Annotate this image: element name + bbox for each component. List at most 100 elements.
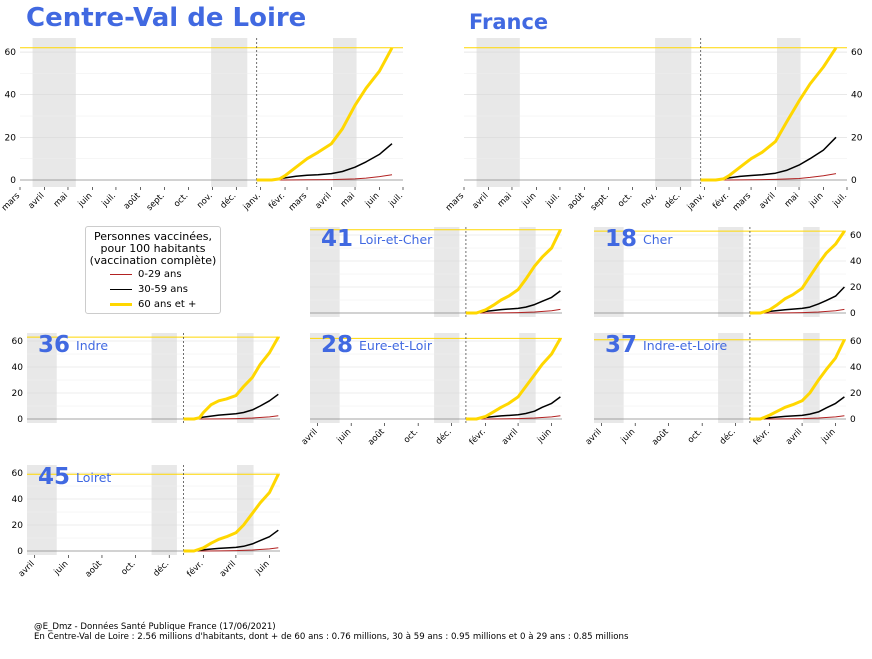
y-tick-label: 20: [851, 133, 863, 143]
legend-swatch-30-59: [110, 289, 132, 290]
x-tick-label: sept.: [589, 191, 611, 213]
lockdown-shade: [434, 227, 460, 317]
series-line-0-29: [465, 308, 561, 314]
lockdown-shade: [718, 227, 744, 317]
x-tick-label: juin: [807, 191, 826, 210]
x-tick-label: oct.: [402, 427, 420, 445]
legend-label-60plus: 60 ans et +: [138, 299, 197, 310]
lockdown-shade: [519, 227, 536, 317]
legend-swatch-0-29: [110, 274, 132, 275]
x-tick-label: oct.: [616, 191, 634, 209]
chart-panel-dept-36: 0 20 40 60: [12, 333, 280, 425]
lockdown-shade: [310, 227, 340, 317]
y-tick-label: 20: [850, 389, 862, 399]
x-tick-label: août: [650, 427, 671, 448]
dept-name: Indre-et-Loire: [643, 337, 728, 353]
x-tick-label: mai: [52, 191, 70, 209]
x-tick-label: janv.: [685, 191, 707, 213]
dept-name: Cher: [643, 231, 673, 247]
x-tick-label: juin: [535, 427, 554, 446]
x-tick-label: juin: [253, 559, 272, 578]
dept-number: 28: [321, 332, 354, 358]
x-tick-label: mars: [0, 191, 23, 214]
x-tick-label: avril: [500, 427, 520, 447]
lockdown-shade: [27, 465, 57, 555]
series-line-0-29: [183, 547, 279, 552]
x-tick-label: août: [366, 427, 387, 448]
chart-panel-dept-18: 0 20 40 60: [594, 227, 862, 319]
x-tick-label: avril: [470, 191, 490, 211]
y-tick-label: 60: [850, 337, 862, 347]
x-tick-label: août: [566, 191, 587, 212]
lockdown-shade: [655, 38, 692, 187]
x-tick-label: oct.: [172, 191, 190, 209]
lockdown-shade: [333, 38, 357, 187]
x-tick-label: juin: [76, 191, 95, 210]
x-tick-label: juil.: [544, 191, 563, 210]
x-tick-label: févr.: [185, 558, 206, 579]
x-tick-label: avril: [26, 191, 46, 211]
y-tick-label: 40: [12, 495, 24, 505]
y-tick-label: 60: [12, 337, 24, 347]
x-tick-label: févr.: [266, 190, 287, 211]
lockdown-shade: [237, 465, 254, 555]
x-tick-label: juin: [819, 427, 838, 446]
x-tick-label: nov.: [195, 191, 215, 211]
legend: Personnes vaccinées, pour 100 habitants …: [85, 226, 221, 314]
x-tick-label: avril: [17, 559, 37, 579]
dept-number: 18: [605, 226, 638, 252]
x-tick-label: juil.: [100, 191, 119, 210]
y-tick-label: 0: [10, 176, 16, 186]
lockdown-shade: [594, 333, 624, 423]
x-tick-label: févr.: [751, 426, 772, 447]
x-tick-label: juil.: [387, 191, 406, 210]
x-tick-label: mars: [731, 191, 754, 214]
series-line-30-59: [749, 396, 845, 420]
x-tick-label: juin: [520, 191, 539, 210]
x-tick-label: nov.: [639, 191, 659, 211]
dept-number: 37: [605, 332, 638, 358]
legend-item-0-29: 0-29 ans: [110, 267, 220, 282]
legend-item-60plus: 60 ans et +: [110, 297, 220, 312]
x-tick-label: juin: [363, 191, 382, 210]
x-tick-label: mai: [496, 191, 514, 209]
y-tick-label: 40: [850, 257, 862, 267]
lockdown-shade: [434, 333, 460, 423]
x-tick-label: avril: [313, 191, 333, 211]
x-tick-label: mars: [287, 191, 310, 214]
y-tick-label: 20: [850, 283, 862, 293]
y-tick-label: 0: [850, 309, 856, 319]
y-tick-label: 20: [5, 133, 17, 143]
lockdown-shade: [237, 333, 254, 423]
legend-label-0-29: 0-29 ans: [138, 269, 182, 280]
dept-label-37: 37 Indre-et-Loire: [605, 332, 727, 358]
series-line-60plus: [749, 339, 846, 421]
dept-name: Loir-et-Cher: [359, 231, 433, 247]
dept-label-41: 41 Loir-et-Cher: [321, 226, 432, 252]
lockdown-shade: [519, 333, 536, 423]
y-tick-label: 0: [850, 415, 856, 425]
x-tick-label: avril: [218, 559, 238, 579]
legend-title-line: Personnes vaccinées,: [93, 230, 213, 243]
y-tick-label: 0: [17, 547, 23, 557]
dept-name: Eure-et-Loir: [359, 337, 433, 353]
series-line-60plus: [465, 229, 562, 315]
dept-name: Indre: [76, 337, 109, 353]
footer-population: En Centre-Val de Loire : 2.56 millions d…: [34, 632, 629, 642]
x-tick-label: oct.: [686, 427, 704, 445]
legend-item-30-59: 30-59 ans: [110, 282, 220, 297]
chart-panel-dept-41: [310, 227, 562, 317]
series-line-60plus: [183, 336, 280, 421]
region-title: Centre-Val de Loire: [26, 3, 307, 33]
y-tick-label: 20: [12, 389, 24, 399]
x-tick-label: avril: [584, 427, 604, 447]
france-title: France: [469, 10, 549, 34]
x-tick-label: avril: [300, 427, 320, 447]
legend-swatch-60plus: [110, 303, 132, 306]
lockdown-shade: [803, 333, 820, 423]
series-line-60plus: [256, 47, 394, 182]
x-tick-label: févr.: [710, 190, 731, 211]
footer-source: @E_Dmz - Données Santé Publique France (…: [34, 622, 276, 632]
